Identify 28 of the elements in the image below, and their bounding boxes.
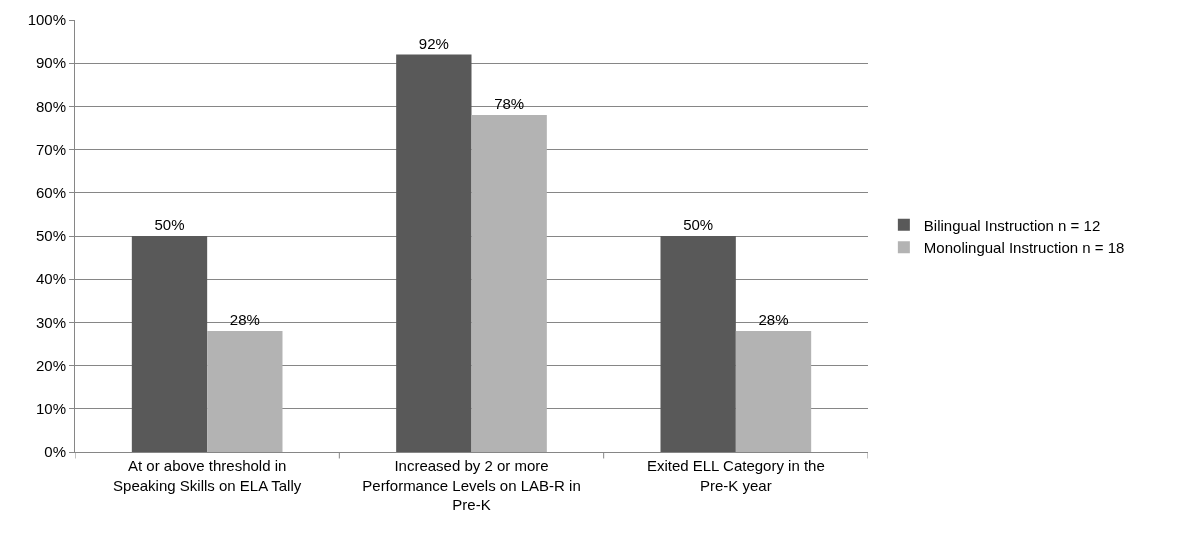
y-tick-label: 30% — [35, 313, 66, 331]
bar — [396, 54, 472, 452]
legend-label: Monolingual Instruction n = 18 — [923, 239, 1125, 257]
bar — [131, 236, 208, 452]
data-label: 50% — [154, 216, 185, 233]
y-tick-label: 100% — [27, 11, 66, 29]
x-tick-label: At or above threshold in Speaking Skills on ELA Tally — [113, 457, 302, 494]
y-tick-label: 60% — [35, 184, 66, 202]
y-tick-label: 20% — [35, 356, 66, 374]
y-tick-label: 80% — [35, 97, 66, 115]
x-tick-label: Exited ELL Category in the Pre-K year — [646, 457, 825, 494]
y-tick-label: 0% — [44, 443, 66, 461]
data-label: 28% — [758, 311, 789, 329]
y-tick-label: 40% — [35, 270, 66, 288]
bar — [471, 115, 547, 452]
bar — [207, 331, 283, 452]
y-tick-label: 50% — [35, 227, 66, 245]
bar — [735, 331, 812, 452]
data-label: 92% — [418, 34, 449, 52]
data-label: 28% — [229, 311, 260, 329]
y-tick-label: 70% — [35, 140, 66, 158]
data-label: 50% — [683, 216, 714, 233]
legend-label: Bilingual Instruction n = 12 — [923, 216, 1101, 234]
x-tick-label: Increased by 2 or more Performance Levels on LAB-R in Pre-K — [362, 457, 581, 513]
y-tick-label: 10% — [35, 400, 66, 418]
bar — [660, 236, 736, 452]
data-label: 78% — [494, 95, 525, 113]
y-tick-label: 90% — [35, 54, 66, 72]
